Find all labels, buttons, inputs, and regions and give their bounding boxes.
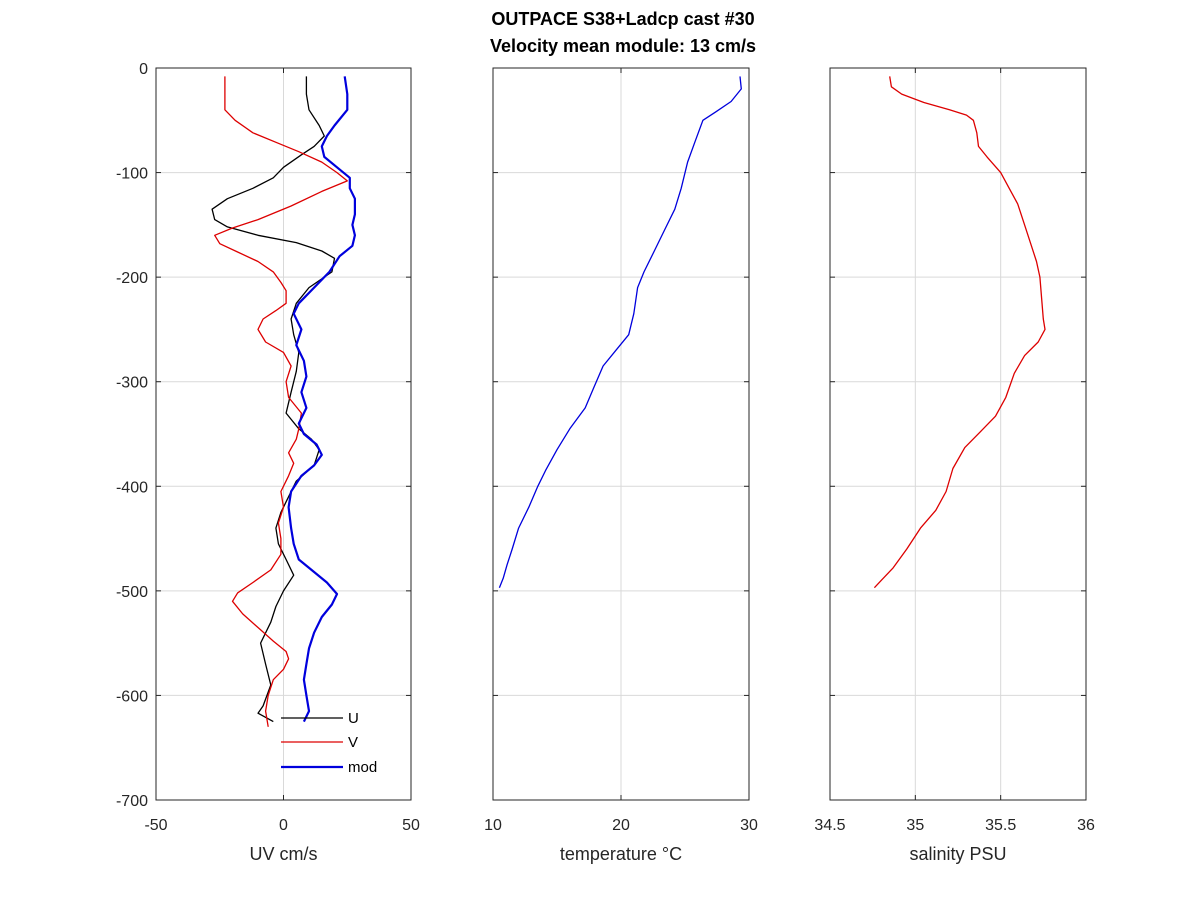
y-tick-label: -200 bbox=[116, 270, 148, 287]
chart-title-line1: OUTPACE S38+Ladcp cast #30 bbox=[491, 9, 754, 29]
x-tick-label: 20 bbox=[612, 817, 630, 834]
series-line-p2-0 bbox=[873, 76, 1046, 589]
axes-box bbox=[829, 67, 1087, 801]
x-tick-label: 0 bbox=[279, 817, 288, 834]
series-line-p1-0 bbox=[498, 76, 742, 588]
legend-label-v: V bbox=[348, 734, 358, 751]
legend-label-mod: mod bbox=[348, 759, 377, 776]
x-tick-label: 35 bbox=[906, 817, 924, 834]
chart-title-line2: Velocity mean module: 13 cm/s bbox=[490, 36, 756, 56]
x-tick-label: 30 bbox=[740, 817, 758, 834]
y-tick-label: -100 bbox=[116, 166, 148, 183]
x-tick-label: 10 bbox=[484, 817, 502, 834]
salinity-panel: 34.5 35 35.5 36 salinity PSU bbox=[814, 67, 1095, 864]
x-axis-label: salinity PSU bbox=[909, 844, 1006, 864]
x-tick-label: 50 bbox=[402, 817, 420, 834]
x-tick-label: -50 bbox=[144, 817, 167, 834]
y-tick-label: -500 bbox=[116, 584, 148, 601]
temperature-panel: 10 20 30 temperature °C bbox=[484, 67, 758, 864]
y-tick-label: -600 bbox=[116, 688, 148, 705]
y-tick-label: -700 bbox=[116, 793, 148, 810]
plot-area bbox=[830, 68, 1086, 800]
x-tick-label: 36 bbox=[1077, 817, 1095, 834]
legend-label-u: U bbox=[348, 710, 359, 727]
y-tick-label: 0 bbox=[139, 61, 148, 78]
y-tick-label: -300 bbox=[116, 375, 148, 392]
series-line-v bbox=[214, 76, 348, 727]
x-tick-label: 35.5 bbox=[985, 817, 1016, 834]
x-axis-label: UV cm/s bbox=[249, 844, 317, 864]
y-tick-label: -400 bbox=[116, 479, 148, 496]
x-tick-label: 34.5 bbox=[814, 817, 845, 834]
series-line-mod bbox=[287, 76, 356, 723]
x-axis-label: temperature °C bbox=[560, 844, 682, 864]
